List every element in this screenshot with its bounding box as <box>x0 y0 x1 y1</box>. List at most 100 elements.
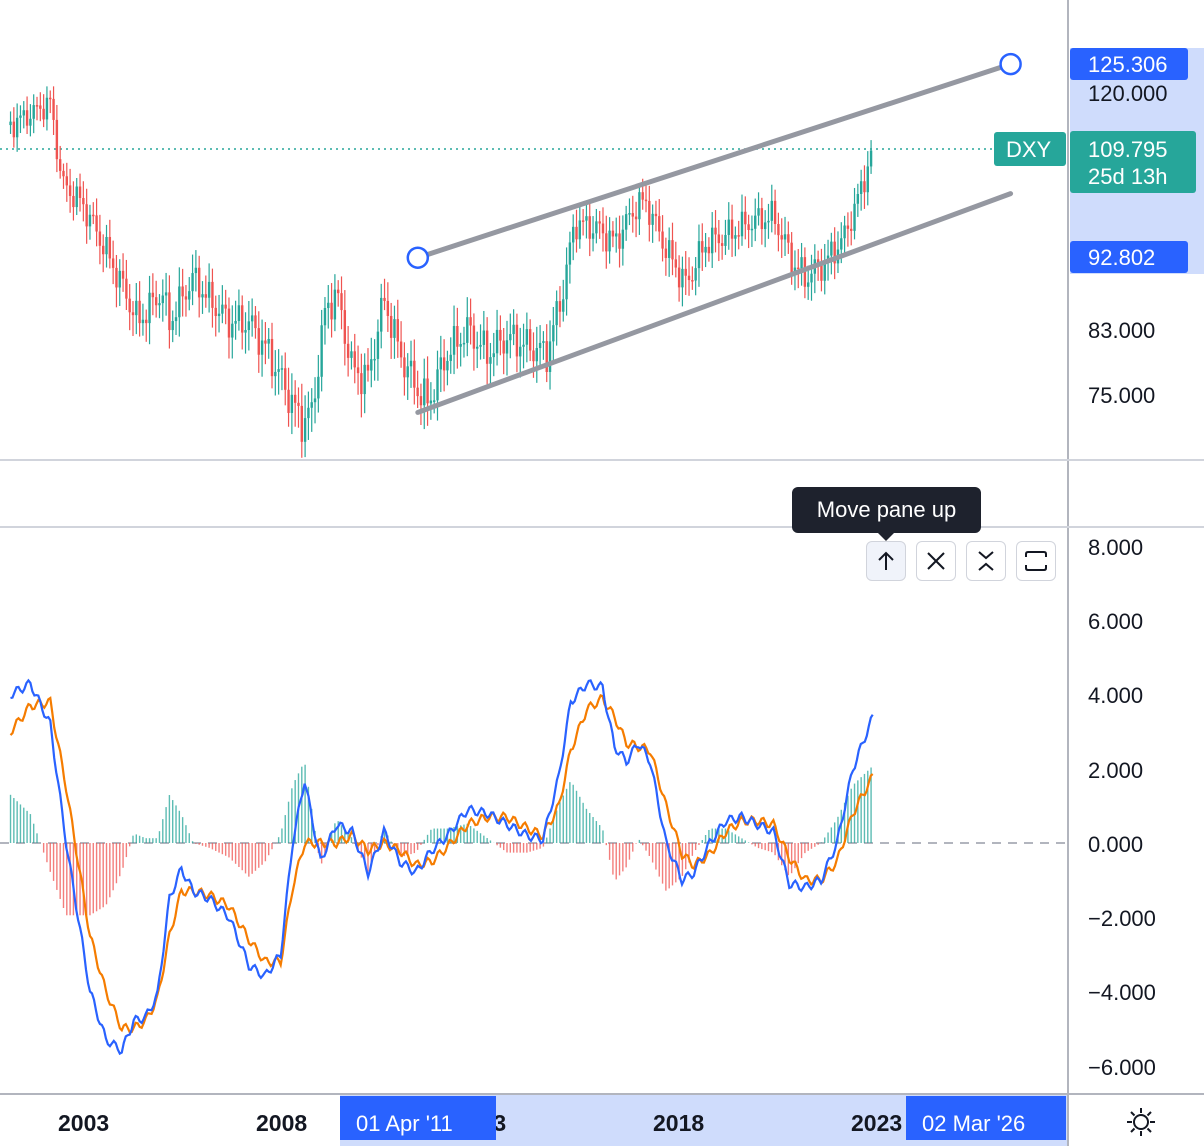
candle-body <box>618 233 621 249</box>
candle-body <box>320 325 323 377</box>
candle-body <box>866 166 869 193</box>
candle-body <box>9 121 12 126</box>
channel-handle-end[interactable] <box>999 52 1022 76</box>
trend-channel[interactable] <box>406 52 1022 415</box>
candle-body <box>519 346 522 357</box>
range-high-badge <box>1070 48 1188 80</box>
candle-body <box>353 351 356 368</box>
candle-body <box>552 325 555 342</box>
candle-body <box>555 301 558 326</box>
candle-body <box>399 341 403 358</box>
collapse-pane-button[interactable] <box>966 541 1006 581</box>
candle-body <box>413 360 416 388</box>
price-tick: 120.000 <box>1088 81 1168 106</box>
candle-body <box>505 340 509 354</box>
candle-body <box>671 240 674 260</box>
candle-body <box>476 346 479 349</box>
candle-body <box>181 286 184 297</box>
candle-body <box>22 110 25 116</box>
candle-body <box>360 373 363 395</box>
candle-body <box>88 214 92 227</box>
range-start-badge <box>340 1096 496 1140</box>
delete-pane-button[interactable] <box>916 541 956 581</box>
macd-line <box>10 678 874 1056</box>
candle-body <box>423 378 426 406</box>
candle-body <box>287 389 290 413</box>
candle-body <box>446 360 449 371</box>
candle-body <box>770 200 773 221</box>
candle-body <box>598 221 601 224</box>
candle-body <box>257 328 260 355</box>
candle-body <box>704 246 707 253</box>
candle-body <box>456 326 459 347</box>
candle-body <box>128 298 131 313</box>
candle-body <box>244 330 247 333</box>
candle-body <box>489 357 492 364</box>
candle-body <box>327 302 330 309</box>
candle-body <box>310 402 313 408</box>
candle-body <box>711 227 714 254</box>
candle-body <box>108 236 112 259</box>
candle-body <box>29 118 32 126</box>
candle-body <box>300 405 303 442</box>
gear-icon <box>1127 1108 1155 1136</box>
candle-body <box>545 341 548 372</box>
candle-body <box>121 270 125 279</box>
candle-body <box>701 241 704 253</box>
candle-body <box>525 329 529 345</box>
candle-body <box>346 343 350 358</box>
candle-body <box>389 315 393 338</box>
chart-settings-button[interactable] <box>1124 1105 1158 1139</box>
maximize-pane-button[interactable] <box>1016 541 1056 581</box>
channel-upper-line <box>415 61 1014 261</box>
candle-body <box>601 223 605 234</box>
candle-body <box>727 219 730 235</box>
candle-body <box>816 259 820 265</box>
candle-body <box>25 110 29 126</box>
candle-body <box>115 267 118 288</box>
candle-body <box>439 357 443 370</box>
candle-body <box>515 324 519 357</box>
candle-body <box>416 387 419 397</box>
candle-body <box>277 369 280 372</box>
candle-body <box>482 330 486 345</box>
move-pane-up-button[interactable] <box>866 541 906 581</box>
candle-body <box>611 230 615 237</box>
candle-body <box>674 259 678 268</box>
candle-body <box>850 228 853 231</box>
candle-body <box>350 351 353 358</box>
candle-body <box>800 257 803 269</box>
candle-body <box>638 192 641 220</box>
candle-body <box>42 108 45 120</box>
candle-body <box>247 321 251 331</box>
price-tick: 83.000 <box>1088 318 1155 343</box>
candle-body <box>191 273 194 292</box>
candle-body <box>750 228 754 231</box>
symbol-label: DXY <box>1006 137 1052 162</box>
candle-body <box>720 243 724 246</box>
candle-body <box>717 234 721 244</box>
candle-body <box>571 226 575 243</box>
candle-body <box>406 366 409 378</box>
candle-body <box>78 186 82 198</box>
candle-body <box>830 241 833 256</box>
candle-body <box>154 297 158 306</box>
candle-body <box>264 340 267 344</box>
candle-body <box>237 305 241 321</box>
candle-body <box>403 357 406 378</box>
last-price-value: 109.795 <box>1088 137 1168 162</box>
candle-body <box>595 221 598 234</box>
collapse-icon <box>978 551 994 571</box>
candle-body <box>380 297 383 332</box>
candle-body <box>98 231 102 246</box>
candle-body <box>92 214 95 217</box>
candle-body <box>615 233 618 237</box>
candle-body <box>532 350 535 362</box>
candle-body <box>197 267 201 298</box>
channel-handle-start[interactable] <box>406 246 430 269</box>
candle-body <box>744 211 747 225</box>
candle-body <box>664 248 668 258</box>
candle-body <box>644 199 648 202</box>
candle-body <box>466 317 469 343</box>
